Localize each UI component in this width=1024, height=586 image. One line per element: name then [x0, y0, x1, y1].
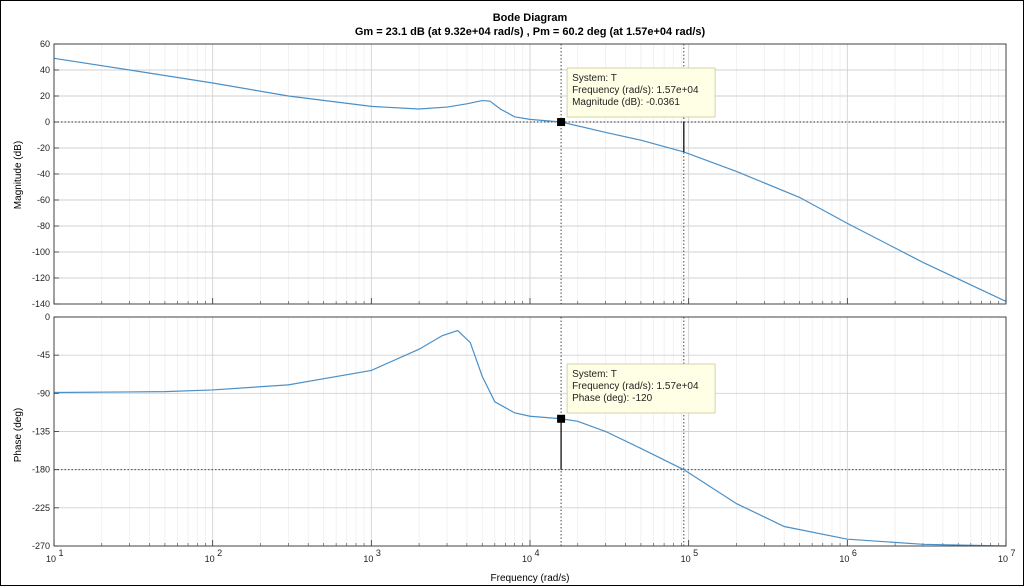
chart-title: Bode Diagram: [493, 12, 568, 24]
x-tick-exponent: 4: [534, 548, 539, 558]
phase-datatip-text: Frequency (rad/s): 1.57e+04: [572, 381, 699, 392]
x-axis-label: Frequency (rad/s): [491, 573, 570, 584]
x-tick-label: 10: [46, 554, 56, 564]
magnitude-y-tick-label: 60: [40, 39, 50, 49]
phase-axis-label: Phase (deg): [13, 408, 24, 462]
x-tick-label: 10: [205, 554, 215, 564]
x-tick-exponent: 1: [58, 548, 63, 558]
x-tick-label: 10: [522, 554, 532, 564]
phase-y-tick-label: -45: [37, 350, 50, 360]
magnitude-y-tick-label: -60: [37, 195, 50, 205]
magnitude-datatip-text: Frequency (rad/s): 1.57e+04: [572, 85, 699, 96]
phase-y-tick-label: -270: [32, 541, 50, 551]
magnitude-y-tick-label: -40: [37, 169, 50, 179]
magnitude-axes-frame: [53, 43, 1007, 305]
magnitude-datatip-marker[interactable]: [557, 118, 566, 127]
magnitude-y-tick-label: -80: [37, 221, 50, 231]
phase-axes-frame: [53, 316, 1007, 547]
phase-response-curve: [53, 329, 1007, 547]
x-tick-label: 10: [839, 554, 849, 564]
x-tick-exponent: 7: [1010, 548, 1015, 558]
magnitude-y-tick-label: 0: [45, 117, 50, 127]
magnitude-response-curve: [53, 57, 1007, 302]
x-tick-label: 10: [998, 554, 1008, 564]
magnitude-y-tick-label: -100: [32, 247, 50, 257]
x-tick-exponent: 5: [693, 548, 698, 558]
chart-subtitle: Gm = 23.1 dB (at 9.32e+04 rad/s) , Pm = …: [355, 26, 706, 38]
phase-y-tick-label: -90: [37, 388, 50, 398]
x-tick-exponent: 3: [376, 548, 381, 558]
x-tick-exponent: 6: [852, 548, 857, 558]
phase-datatip-text: System: T: [572, 369, 617, 380]
x-tick-exponent: 2: [217, 548, 222, 558]
phase-datatip-marker[interactable]: [557, 414, 566, 423]
magnitude-datatip-text: Magnitude (dB): -0.0361: [572, 97, 680, 108]
magnitude-axis-label: Magnitude (dB): [13, 141, 24, 209]
x-tick-label: 10: [363, 554, 373, 564]
phase-y-tick-label: 0: [45, 312, 50, 322]
magnitude-y-tick-label: 40: [40, 65, 50, 75]
magnitude-y-tick-label: -20: [37, 143, 50, 153]
phase-datatip[interactable]: [566, 363, 716, 414]
magnitude-y-tick-label: -120: [32, 273, 50, 283]
phase-y-tick-label: -135: [32, 427, 50, 437]
magnitude-datatip[interactable]: [566, 67, 716, 118]
phase-y-tick-label: -180: [32, 465, 50, 475]
x-tick-label: 10: [681, 554, 691, 564]
phase-datatip-text: Phase (deg): -120: [572, 393, 652, 404]
magnitude-y-tick-label: -140: [32, 299, 50, 309]
magnitude-y-tick-label: 20: [40, 91, 50, 101]
phase-y-tick-label: -225: [32, 503, 50, 513]
magnitude-datatip-text: System: T: [572, 73, 617, 84]
